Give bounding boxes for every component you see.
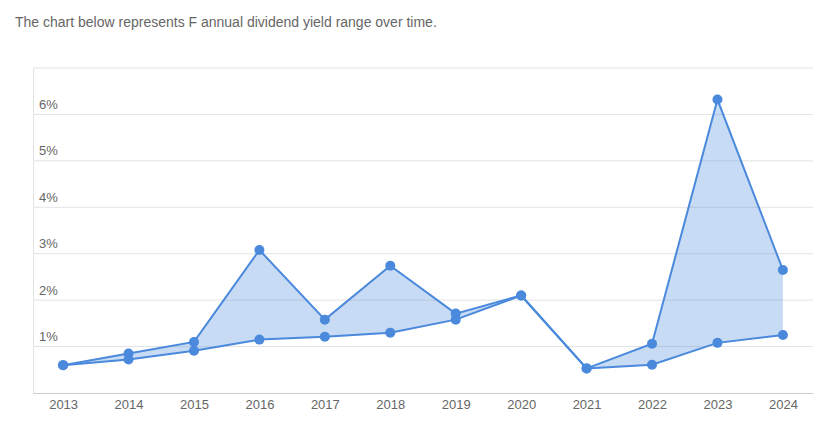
x-tick: 2013 [49, 393, 78, 412]
point [451, 315, 461, 325]
y-tick: 6% [33, 97, 58, 115]
point [58, 360, 68, 370]
point [712, 95, 722, 105]
y-tick-label: 5% [39, 143, 58, 158]
plot-frame [33, 68, 813, 69]
x-tick-label: 2018 [376, 397, 405, 412]
y-tick-label: 2% [39, 283, 58, 298]
x-tick-label: 2017 [311, 397, 340, 412]
point [385, 261, 395, 271]
y-tick: 1% [33, 329, 58, 347]
point [712, 338, 722, 348]
x-tick-label: 2016 [245, 397, 274, 412]
y-tick-label: 1% [39, 329, 58, 344]
x-tick: 2014 [115, 393, 144, 412]
y-tick: 3% [33, 236, 58, 254]
point [778, 265, 788, 275]
x-tick: 2021 [573, 393, 602, 412]
x-tick: 2015 [180, 393, 209, 412]
x-tick: 2018 [376, 393, 405, 412]
point [516, 291, 526, 301]
x-tick-label: 2020 [507, 397, 536, 412]
point [582, 363, 592, 373]
range-area [63, 100, 783, 369]
y-tick: 4% [33, 190, 58, 208]
x-tick-label: 2023 [704, 397, 733, 412]
point [582, 363, 592, 373]
point [320, 315, 330, 325]
point [254, 245, 264, 255]
x-axis: 2013 2014 2015 2016 2017 2018 2019 2020 2021 2022… [34, 393, 814, 412]
x-tick-label: 2024 [769, 397, 798, 412]
point [516, 291, 526, 301]
x-tick: 2019 [442, 393, 471, 412]
y-tick-label: 6% [39, 97, 58, 112]
x-tick-label: 2021 [573, 397, 602, 412]
x-axis-line [34, 393, 814, 394]
x-tick: 2016 [245, 393, 274, 412]
x-tick-label: 2022 [638, 397, 667, 412]
point [254, 335, 264, 345]
x-tick: 2020 [507, 393, 536, 412]
x-tick-label: 2013 [49, 397, 78, 412]
x-tick-label: 2015 [180, 397, 209, 412]
series-line [63, 296, 783, 369]
point [189, 337, 199, 347]
y-axis: 1% 2% 3% 4% 5% 6% [33, 69, 58, 394]
point [58, 360, 68, 370]
title: The chart below represents F annual divi… [15, 14, 437, 30]
grid-line [33, 160, 813, 161]
point [385, 328, 395, 338]
y-tick: 5% [33, 143, 58, 161]
y-tick-label: 3% [39, 236, 58, 251]
x-tick: 2022 [638, 393, 667, 412]
x-tick-label: 2014 [115, 397, 144, 412]
chart: The chart below represents F annual divi… [0, 0, 827, 425]
point [778, 330, 788, 340]
point [647, 339, 657, 349]
x-tick: 2024 [769, 393, 798, 412]
point [124, 355, 134, 365]
x-tick-label: 2019 [442, 397, 471, 412]
y-axis-line [33, 69, 34, 394]
point [647, 360, 657, 370]
x-tick: 2023 [704, 393, 733, 412]
series-line [63, 100, 783, 369]
grid-line [33, 114, 813, 115]
y-tick: 2% [33, 283, 58, 301]
point [189, 346, 199, 356]
y-tick-label: 4% [39, 190, 58, 205]
plot-area [58, 95, 788, 374]
x-tick: 2017 [311, 393, 340, 412]
point [320, 332, 330, 342]
